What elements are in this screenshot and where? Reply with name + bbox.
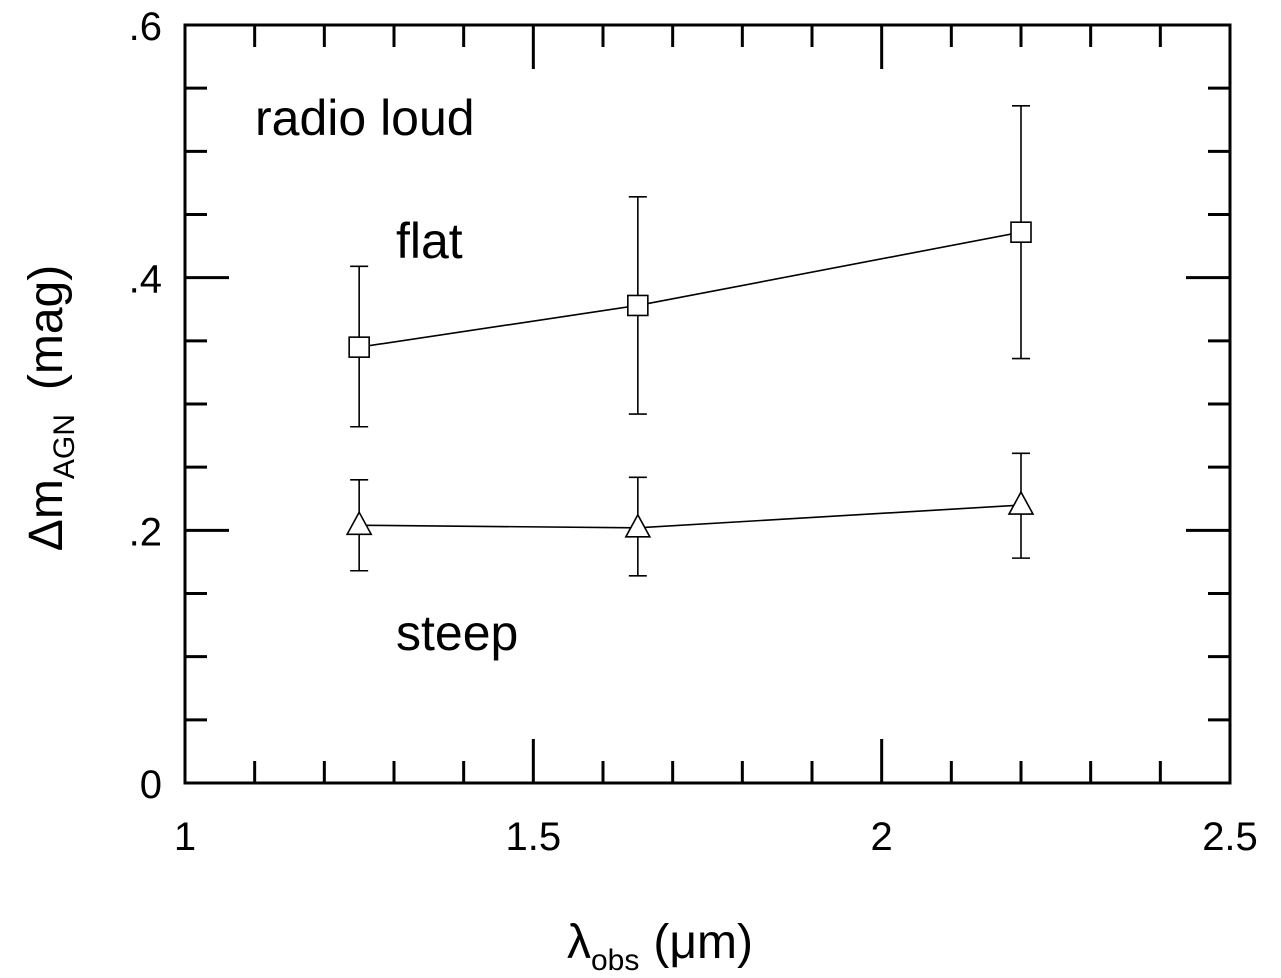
ticks (183, 23, 1232, 785)
y-tick-label: .4 (129, 258, 162, 302)
series-square (348, 105, 1032, 428)
x-axis-symbol: λ (567, 916, 591, 969)
y-axis-symbol: Δm (20, 479, 73, 551)
data-point-square (1010, 221, 1032, 243)
annotation-flat: flat (396, 213, 463, 269)
y-axis-subscript: AGN (48, 414, 81, 479)
series-triangle (345, 452, 1035, 577)
data-point-triangle (1007, 490, 1035, 515)
y-tick-label: .6 (129, 5, 162, 49)
y-axis-title-group: ΔmAGN (mag) (20, 265, 81, 551)
y-tick-label: 0 (140, 763, 162, 807)
x-tick-label: 1 (174, 815, 196, 859)
data-point-square (627, 294, 649, 317)
annotation-radio-loud: radio loud (255, 90, 475, 146)
y-tick-label: .2 (129, 510, 162, 554)
tick-labels: 1 1.5 2 2.5 0 .2 .4 .6 (129, 5, 1258, 859)
x-tick-label: 1.5 (506, 815, 562, 859)
x-axis-unit: (μm) (653, 916, 753, 969)
series-layer (345, 105, 1035, 577)
y-axis-unit: (mag) (20, 265, 73, 390)
x-axis-subscript: obs (591, 944, 639, 977)
data-point-triangle (624, 513, 652, 538)
series-line (359, 504, 1022, 529)
y-axis-title: ΔmAGN (mag) (20, 265, 81, 551)
x-tick-label: 2.5 (1202, 815, 1258, 859)
x-tick-label: 2 (871, 815, 893, 859)
data-point-square (348, 336, 370, 358)
x-axis-title: λobs (μm) (567, 916, 753, 977)
annotation-steep: steep (396, 605, 518, 661)
data-point-triangle (345, 510, 373, 536)
